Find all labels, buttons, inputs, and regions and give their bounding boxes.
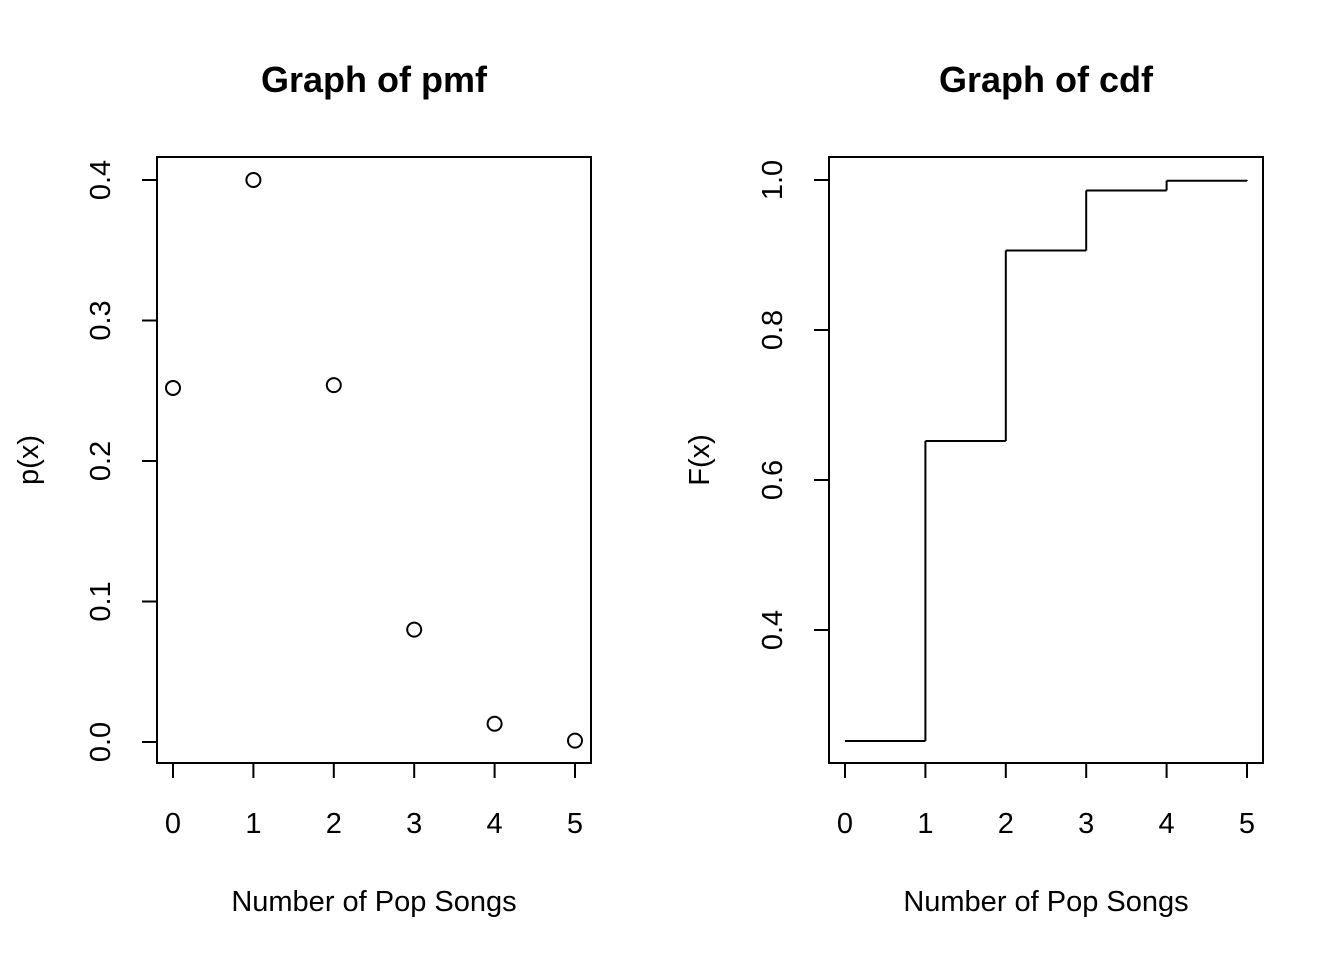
pmf-y-tick-label: 0.2 [85, 441, 117, 481]
pmf-point [245, 172, 262, 188]
pmf-x-tick-label: 0 [165, 808, 181, 840]
cdf-title: Graph of cdf [939, 59, 1154, 100]
cdf-y-axis-label: F(x) [684, 434, 716, 486]
pmf-y-tick-label: 0.1 [85, 581, 117, 621]
cdf-y-tick-label: 0.8 [757, 310, 789, 350]
cdf-x-tick-label: 3 [1078, 808, 1094, 840]
pmf-x-tick-label: 4 [487, 808, 503, 840]
cdf-x-tick-label: 5 [1239, 808, 1255, 840]
cdf-step-series [845, 179, 1248, 742]
pmf-point [486, 715, 503, 732]
pmf-x-axis-label: Number of Pop Songs [231, 886, 516, 918]
pmf-y-tick-label: 0.4 [85, 160, 117, 200]
cdf-x-tick-label: 4 [1159, 808, 1175, 840]
pmf-y-axis-label: p(x) [13, 435, 45, 485]
pmf-point [406, 621, 423, 638]
pmf-x-axis: 0 1 2 3 4 5 [165, 762, 583, 840]
cdf-x-tick-label: 2 [998, 808, 1014, 840]
cdf-x-axis: 0 1 2 3 4 5 [837, 762, 1255, 840]
cdf-y-axis: 0.4 0.6 0.8 1.0 [757, 160, 830, 650]
pmf-y-axis: 0.0 0.1 0.2 0.3 0.4 [85, 160, 158, 762]
pmf-point [325, 377, 342, 394]
pmf-x-tick-label: 5 [567, 808, 583, 840]
cdf-y-tick-label: 0.4 [757, 610, 789, 650]
pmf-point [165, 379, 181, 396]
cdf-panel: Graph of cdf Number of Pop Songs F(x) 0 1… [684, 59, 1264, 918]
pmf-y-tick-label: 0.3 [85, 300, 117, 340]
cdf-x-tick-label: 0 [837, 808, 853, 840]
cdf-y-tick-label: 0.6 [757, 460, 789, 500]
pmf-title: Graph of pmf [261, 59, 488, 100]
pmf-x-tick-label: 3 [406, 808, 422, 840]
pmf-panel: Graph of pmf Number of Pop Songs p(x) 0 1… [13, 59, 592, 918]
cdf-x-axis-label: Number of Pop Songs [903, 886, 1188, 918]
pmf-y-tick-label: 0.0 [85, 722, 117, 762]
pmf-x-tick-label: 1 [245, 808, 261, 840]
pmf-points [165, 172, 583, 749]
cdf-x-tick-label: 1 [917, 808, 933, 840]
pmf-x-tick-label: 2 [326, 808, 342, 840]
pmf-point [567, 732, 583, 749]
cdf-y-tick-label: 1.0 [757, 160, 789, 200]
